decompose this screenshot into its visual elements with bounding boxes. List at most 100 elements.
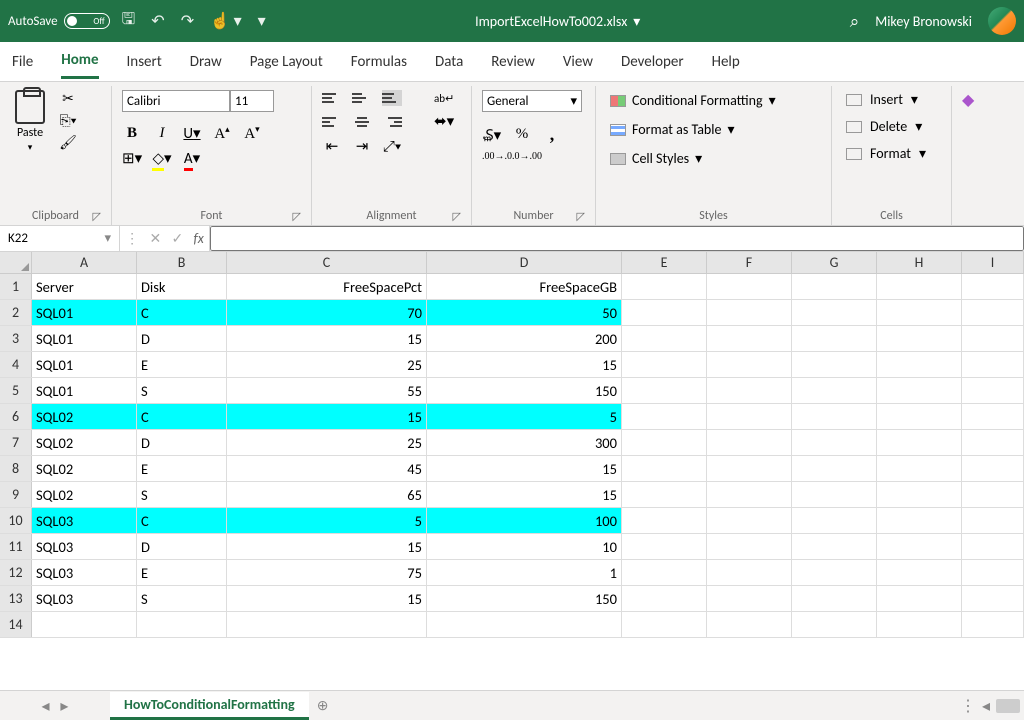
search-icon[interactable]: ⌕ (850, 11, 860, 32)
cell[interactable]: E (137, 456, 227, 481)
cell[interactable]: 15 (227, 586, 427, 611)
cell[interactable]: SQL02 (32, 456, 137, 481)
inc-font-icon[interactable]: A▴ (212, 124, 232, 143)
cell[interactable]: 25 (227, 352, 427, 377)
align-top-icon[interactable] (322, 90, 342, 106)
cell[interactable] (792, 430, 877, 455)
cell[interactable] (707, 508, 792, 533)
cell[interactable]: SQL03 (32, 560, 137, 585)
cell[interactable]: SQL01 (32, 378, 137, 403)
font-color-icon[interactable]: A▾ (182, 149, 202, 168)
cell[interactable]: C (137, 300, 227, 325)
cell[interactable]: 100 (427, 508, 622, 533)
cell[interactable]: SQL03 (32, 586, 137, 611)
align-left-icon[interactable] (322, 114, 342, 130)
cell[interactable] (792, 586, 877, 611)
cell[interactable] (962, 352, 1024, 377)
cell[interactable]: E (137, 352, 227, 377)
cell[interactable] (792, 508, 877, 533)
cell[interactable] (137, 612, 227, 637)
launcher-icon[interactable]: ◸ (577, 210, 585, 223)
format-button[interactable]: Format ▾ (842, 144, 941, 163)
row-header[interactable]: 1 (0, 274, 32, 299)
row-header[interactable]: 7 (0, 430, 32, 455)
horizontal-scrollbar[interactable]: ⋮◂ (337, 696, 1024, 716)
insert-button[interactable]: Insert ▾ (842, 90, 941, 109)
col-header[interactable]: E (622, 252, 707, 273)
bold-button[interactable]: B (122, 125, 142, 142)
border-icon[interactable]: ⊞▾ (122, 149, 142, 168)
cell[interactable] (792, 378, 877, 403)
launcher-icon[interactable]: ◸ (293, 210, 301, 223)
cell[interactable] (877, 508, 962, 533)
italic-button[interactable]: I (152, 125, 172, 142)
cell[interactable]: SQL02 (32, 430, 137, 455)
cell[interactable] (877, 430, 962, 455)
toggle-switch[interactable]: Off (64, 13, 110, 29)
cell-styles-button[interactable]: Cell Styles ▾ (606, 148, 821, 169)
cell[interactable]: 65 (227, 482, 427, 507)
dec-font-icon[interactable]: A▾ (242, 124, 262, 143)
cell[interactable]: FreeSpaceGB (427, 274, 622, 299)
cell[interactable] (792, 612, 877, 637)
cell[interactable]: S (137, 482, 227, 507)
fx-icon[interactable]: fx (194, 230, 204, 247)
cell[interactable] (622, 482, 707, 507)
align-mid-icon[interactable] (352, 90, 372, 106)
cell[interactable]: 25 (227, 430, 427, 455)
cell[interactable] (962, 326, 1024, 351)
cell[interactable]: 1 (427, 560, 622, 585)
cell[interactable] (962, 508, 1024, 533)
cell[interactable] (962, 586, 1024, 611)
cell[interactable] (962, 482, 1024, 507)
outdent-icon[interactable]: ⇤ (322, 137, 342, 156)
autosave-toggle[interactable]: AutoSave Off (8, 13, 110, 29)
cell[interactable] (877, 274, 962, 299)
cell[interactable]: D (137, 534, 227, 559)
cell[interactable]: 10 (427, 534, 622, 559)
cell[interactable] (707, 352, 792, 377)
cell[interactable] (792, 560, 877, 585)
cell[interactable]: S (137, 378, 227, 403)
cell[interactable] (622, 352, 707, 377)
copy-icon[interactable]: ⎘▾ (58, 112, 78, 128)
cell[interactable]: E (137, 560, 227, 585)
cell[interactable] (877, 482, 962, 507)
tab-insert[interactable]: Insert (127, 46, 162, 78)
cell[interactable] (622, 612, 707, 637)
launcher-icon[interactable]: ◸ (453, 210, 461, 223)
tab-help[interactable]: Help (712, 46, 740, 78)
cell[interactable] (877, 612, 962, 637)
fill-color-icon[interactable]: ◇▾ (152, 149, 172, 168)
cell[interactable]: D (137, 326, 227, 351)
add-sheet-icon[interactable]: ⊕ (309, 697, 337, 714)
cell[interactable]: 15 (427, 482, 622, 507)
select-all-corner[interactable] (0, 252, 32, 273)
cell[interactable] (227, 612, 427, 637)
cell[interactable] (792, 534, 877, 559)
cell[interactable] (707, 612, 792, 637)
cell[interactable] (707, 404, 792, 429)
cell[interactable] (707, 560, 792, 585)
cell[interactable] (707, 300, 792, 325)
tab-page-layout[interactable]: Page Layout (250, 46, 323, 78)
cell[interactable] (622, 586, 707, 611)
cell[interactable]: 70 (227, 300, 427, 325)
cell[interactable] (962, 274, 1024, 299)
dots-icon[interactable]: ⋮ (125, 230, 139, 247)
cell[interactable]: 15 (227, 404, 427, 429)
cancel-icon[interactable]: ✕ (149, 230, 161, 247)
align-bot-icon[interactable] (382, 90, 402, 106)
cell[interactable] (962, 612, 1024, 637)
cell[interactable]: SQL02 (32, 404, 137, 429)
cell[interactable] (792, 274, 877, 299)
row-header[interactable]: 2 (0, 300, 32, 325)
cell[interactable]: 200 (427, 326, 622, 351)
cell[interactable] (707, 456, 792, 481)
cell[interactable] (877, 404, 962, 429)
save-icon[interactable]: 🖫 (122, 8, 136, 35)
cell[interactable]: SQL01 (32, 300, 137, 325)
cell[interactable]: C (137, 508, 227, 533)
cell[interactable] (707, 586, 792, 611)
font-name-select[interactable] (122, 90, 230, 112)
